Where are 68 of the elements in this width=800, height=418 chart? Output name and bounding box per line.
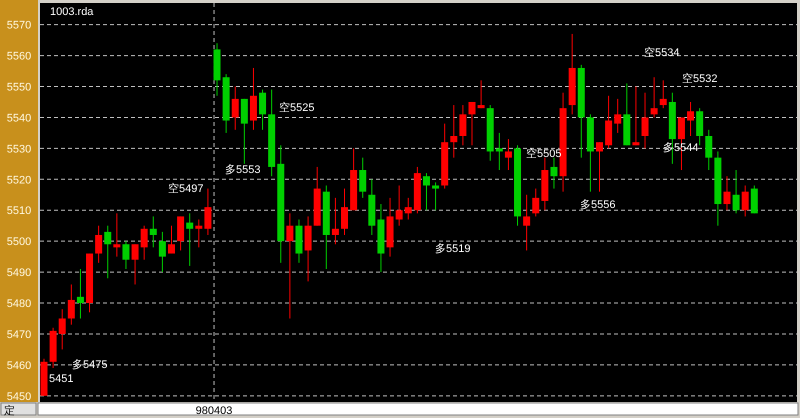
candlestick <box>550 157 558 190</box>
candlestick <box>732 170 740 214</box>
candlestick <box>68 284 75 326</box>
candlestick <box>723 176 730 211</box>
candlestick <box>341 188 348 236</box>
text: 定 <box>4 404 15 417</box>
annotation: 多5556 <box>580 199 616 211</box>
candlestick <box>632 86 640 146</box>
candlestick <box>76 268 84 319</box>
y-tick-label: 5530 <box>6 143 32 156</box>
candlestick <box>359 157 366 198</box>
candlestick <box>104 225 112 279</box>
candlestick <box>195 219 202 248</box>
candlestick <box>168 225 175 254</box>
candlestick <box>132 244 139 285</box>
candlestick <box>614 98 622 134</box>
candlestick <box>95 225 102 264</box>
candlestick <box>742 184 749 217</box>
candlestick <box>286 212 294 319</box>
candlestick <box>259 89 266 130</box>
candlestick <box>650 76 658 118</box>
y-tick-label: 5500 <box>6 236 32 248</box>
candlestick <box>186 212 194 266</box>
candlestick <box>660 80 667 109</box>
candlestick <box>232 86 239 130</box>
y-tick-label: 5520 <box>6 174 32 186</box>
y-tick-label: 5570 <box>6 20 32 32</box>
candlestick <box>113 212 120 258</box>
annotation: 5451 <box>49 373 74 385</box>
candlestick <box>158 231 166 273</box>
candlestick <box>705 129 712 171</box>
candlestick <box>504 138 512 171</box>
y-tick-label: 5460 <box>6 360 32 372</box>
candlestick <box>332 197 339 245</box>
candlestick <box>468 101 476 146</box>
y-tick-label: 5540 <box>6 112 32 124</box>
y-tick-label: 5490 <box>6 267 32 280</box>
x-tick-label: 980403 <box>196 405 232 417</box>
candlestick <box>642 92 649 149</box>
annotation: 空5532 <box>682 72 718 85</box>
candlestick <box>596 142 603 192</box>
candlestick <box>450 104 458 158</box>
chart-title: 1003.rda <box>50 6 94 18</box>
candlestick <box>523 194 530 251</box>
y-tick-label: 5480 <box>6 298 32 310</box>
candlestick <box>58 308 66 350</box>
candlestick <box>122 240 130 270</box>
candlestick <box>532 188 540 217</box>
annotation: 空5497 <box>168 182 204 195</box>
candlestick <box>396 184 403 226</box>
annotation: 空5525 <box>279 101 314 114</box>
annotation: 多5519 <box>435 243 470 255</box>
y-tick-label: 5550 <box>6 82 32 94</box>
candlestick <box>432 182 440 211</box>
candlestick <box>422 172 430 211</box>
y-tick-label: 5470 <box>6 328 32 341</box>
candlestick <box>150 216 157 248</box>
candlestick <box>404 197 412 220</box>
candlestick <box>478 80 485 109</box>
candlestick <box>204 188 212 236</box>
y-tick-label: 5560 <box>6 50 32 63</box>
y-tick-label: 5510 <box>6 205 32 218</box>
candlestick <box>459 104 466 146</box>
candlestick <box>496 132 503 171</box>
annotation: 多5553 <box>225 164 260 176</box>
candlestick <box>687 101 694 136</box>
y-tick-label: 5450 <box>6 390 32 403</box>
candlestick <box>140 225 148 260</box>
